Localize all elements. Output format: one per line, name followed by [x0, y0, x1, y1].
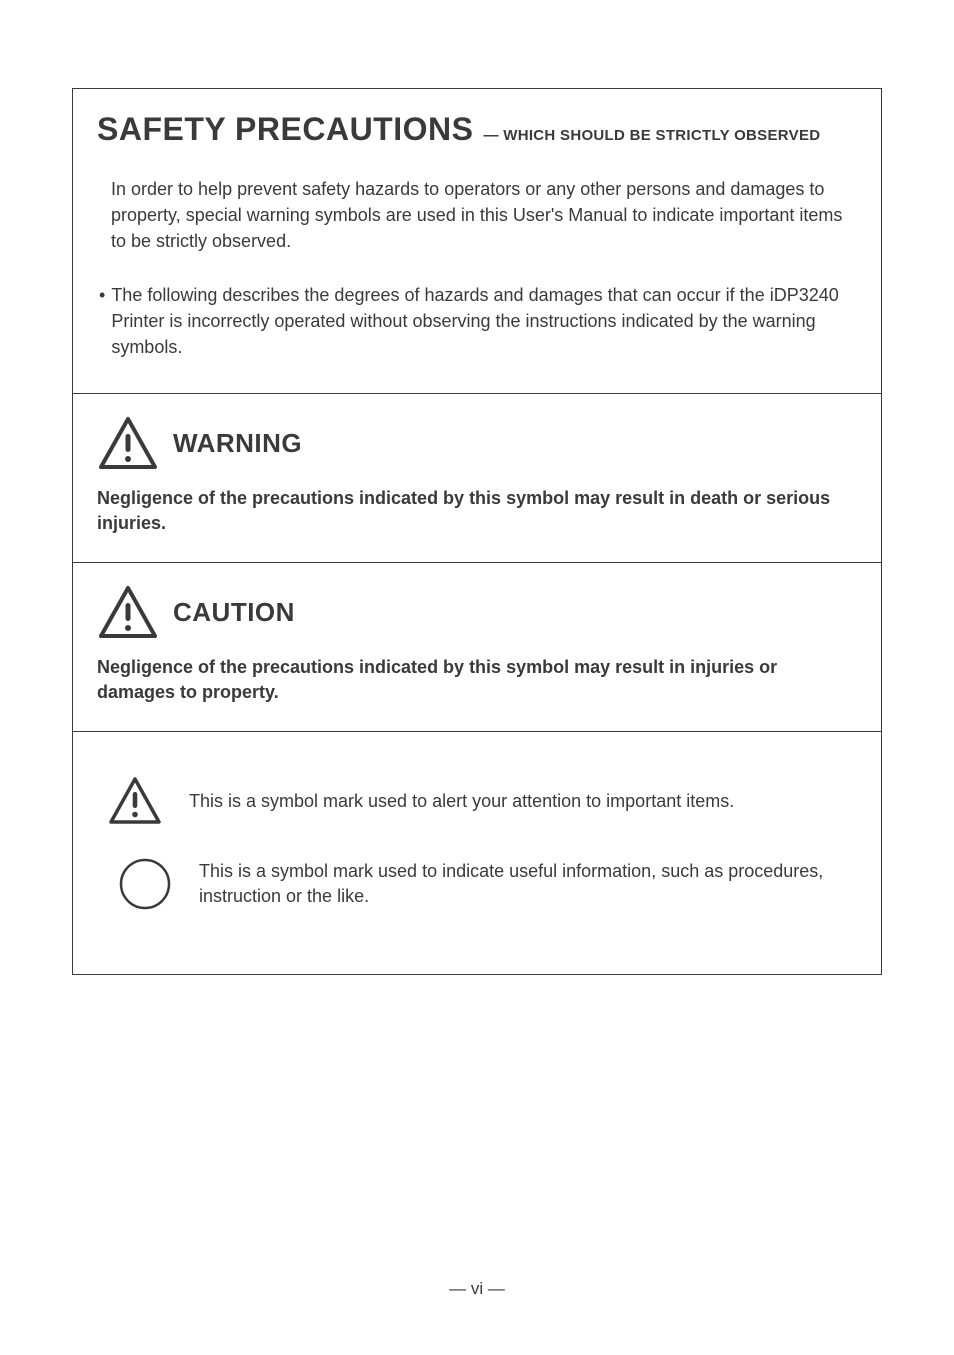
- warning-triangle-icon: [97, 416, 159, 472]
- caution-label: CAUTION: [173, 597, 295, 628]
- caution-triangle-icon: [97, 585, 159, 641]
- caution-symbol-row: CAUTION: [97, 585, 857, 641]
- bullet-item: • The following describes the degrees of…: [97, 282, 857, 360]
- info-symbol-row: This is a symbol mark used to indicate u…: [97, 856, 857, 912]
- attention-triangle-icon: [107, 776, 163, 826]
- caution-description: Negligence of the precautions indicated …: [97, 655, 857, 705]
- info-description: This is a symbol mark used to indicate u…: [199, 859, 857, 909]
- bullet-content: The following describes the degrees of h…: [111, 282, 857, 360]
- warning-label: WARNING: [173, 428, 302, 459]
- safety-precautions-box: SAFETY PRECAUTIONS — WHICH SHOULD BE STR…: [72, 88, 882, 975]
- warning-symbol-row: WARNING: [97, 416, 857, 472]
- page-number: — vi —: [0, 1279, 954, 1299]
- bullet-marker: •: [99, 282, 105, 360]
- caution-section: CAUTION Negligence of the precautions in…: [73, 563, 881, 732]
- attention-symbol-row: This is a symbol mark used to alert your…: [97, 776, 857, 826]
- info-circle-icon: [117, 856, 173, 912]
- header-section: SAFETY PRECAUTIONS — WHICH SHOULD BE STR…: [73, 89, 881, 394]
- subtitle: — WHICH SHOULD BE STRICTLY OBSERVED: [483, 127, 820, 144]
- symbol-legend-section: This is a symbol mark used to alert your…: [73, 732, 881, 974]
- title-row: SAFETY PRECAUTIONS — WHICH SHOULD BE STR…: [97, 111, 857, 148]
- main-title: SAFETY PRECAUTIONS: [97, 111, 473, 148]
- intro-paragraph: In order to help prevent safety hazards …: [97, 176, 857, 254]
- warning-section: WARNING Negligence of the precautions in…: [73, 394, 881, 563]
- warning-description: Negligence of the precautions indicated …: [97, 486, 857, 536]
- attention-description: This is a symbol mark used to alert your…: [189, 789, 857, 814]
